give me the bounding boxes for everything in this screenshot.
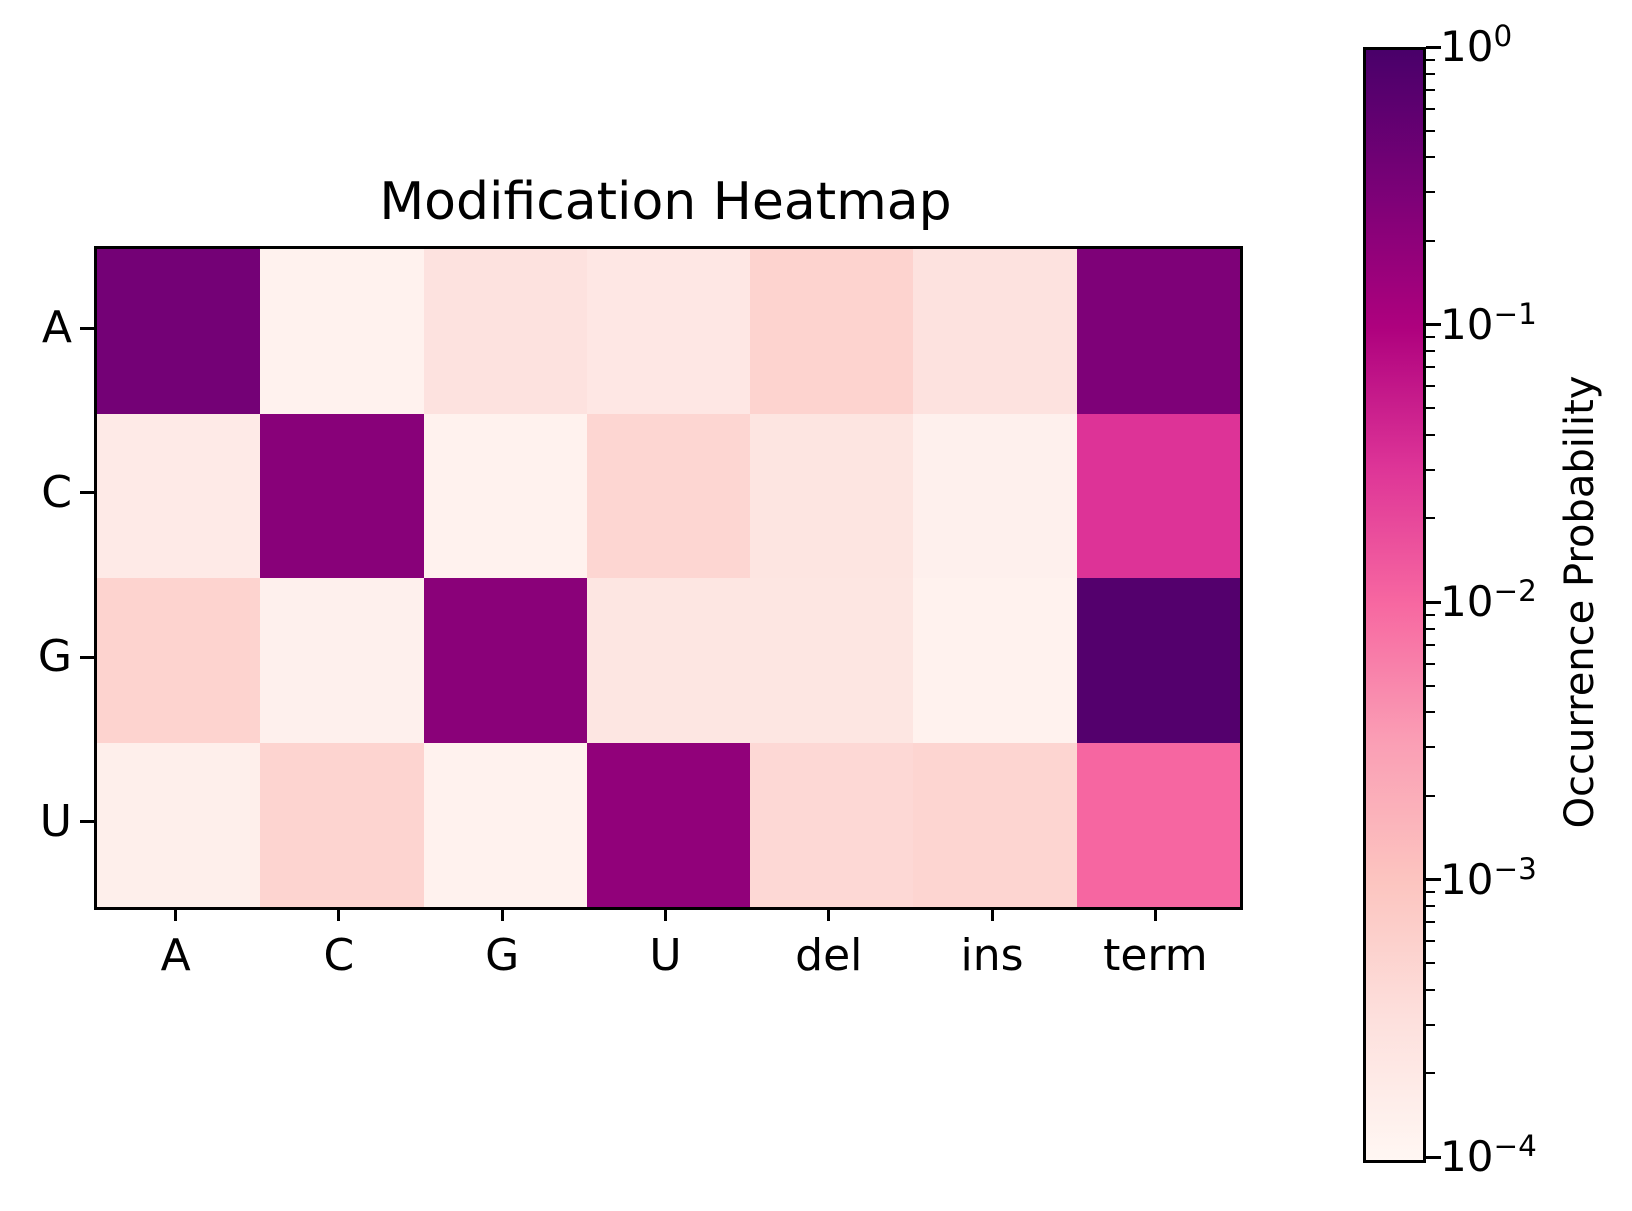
colorbar-minor-tick <box>1426 385 1435 388</box>
colorbar-minor-tick <box>1426 191 1435 194</box>
colorbar-minor-tick <box>1426 627 1435 630</box>
colorbar-minor-tick <box>1426 239 1435 242</box>
heatmap-cell <box>586 413 751 578</box>
heatmap-cell <box>750 249 914 414</box>
colorbar-tick-label: 10−1 <box>1440 296 1537 349</box>
heatmap-cell <box>1076 249 1240 414</box>
y-tick-label: C <box>41 466 72 518</box>
colorbar-minor-tick <box>1426 891 1435 894</box>
colorbar-major-tick <box>1426 600 1441 604</box>
heatmap-cell <box>586 249 751 414</box>
colorbar-major-tick <box>1426 878 1441 881</box>
colorbar-minor-tick <box>1426 129 1435 132</box>
colorbar-minor-tick <box>1426 940 1435 943</box>
y-tick-label: A <box>41 302 72 354</box>
colorbar-minor-tick <box>1426 746 1435 749</box>
x-tick-label: C <box>323 930 355 981</box>
colorbar-major-tick <box>1426 1155 1441 1159</box>
colorbar-minor-tick <box>1426 905 1435 908</box>
heatmap-cell <box>1076 742 1240 907</box>
y-tick-mark <box>80 820 94 824</box>
colorbar-tick-label: 10−4 <box>1440 1129 1537 1181</box>
colorbar-minor-tick <box>1426 921 1435 924</box>
colorbar-minor-tick <box>1426 1023 1435 1026</box>
colorbar-minor-tick <box>1426 962 1435 965</box>
heatmap-cell <box>97 742 261 907</box>
colorbar-minor-tick <box>1426 107 1435 110</box>
heatmap-cell <box>260 578 424 743</box>
heatmap-cell <box>423 578 587 743</box>
colorbar-minor-tick <box>1426 350 1435 353</box>
colorbar-minor-tick <box>1426 468 1435 471</box>
x-tick-mark <box>174 907 178 921</box>
x-tick-label: U <box>649 930 682 981</box>
heatmap-cell <box>423 249 587 414</box>
colorbar-minor-tick <box>1426 613 1435 616</box>
y-tick-mark <box>80 491 94 495</box>
heatmap-cell <box>260 413 424 578</box>
heatmap-cell <box>750 413 914 578</box>
colorbar-minor-tick <box>1426 643 1435 646</box>
heatmap-cell <box>260 742 424 907</box>
y-tick-label: G <box>37 631 72 683</box>
x-tick-label: term <box>1103 930 1208 981</box>
y-tick-mark <box>80 655 94 659</box>
heatmap-cell <box>913 249 1077 414</box>
colorbar-minor-tick <box>1426 407 1435 410</box>
heatmap-cell <box>750 578 914 743</box>
colorbar-minor-tick <box>1426 517 1435 520</box>
heatmap-cell <box>423 742 587 907</box>
colorbar-minor-tick <box>1426 1072 1435 1075</box>
x-tick-label: A <box>160 930 191 981</box>
colorbar-minor-tick <box>1426 684 1435 687</box>
colorbar-minor-tick <box>1426 58 1435 61</box>
heatmap-cell <box>97 578 261 743</box>
x-tick-mark <box>664 907 667 921</box>
heatmap-cell <box>750 742 914 907</box>
heatmap-cell <box>97 249 261 414</box>
heatmap-cell <box>97 413 261 578</box>
heatmap-cell <box>913 578 1077 743</box>
heatmap-cell <box>1076 578 1240 743</box>
heatmap-cell <box>586 742 751 907</box>
heatmap-grid <box>94 246 1243 910</box>
colorbar-major-tick <box>1426 45 1441 49</box>
x-tick-label: ins <box>960 930 1024 981</box>
colorbar-minor-tick <box>1426 711 1435 714</box>
colorbar-minor-tick <box>1426 336 1435 339</box>
heatmap-cell <box>586 578 751 743</box>
x-tick-mark <box>827 907 831 921</box>
colorbar-axis-label: Occurrence Probability <box>1557 375 1603 829</box>
colorbar-tick-label: 100 <box>1440 19 1513 71</box>
y-tick-label: U <box>39 795 72 847</box>
y-tick-mark <box>80 326 94 330</box>
heatmap-cell <box>913 742 1077 907</box>
colorbar-minor-tick <box>1426 662 1435 665</box>
colorbar-gradient <box>1363 47 1426 1163</box>
colorbar-minor-tick <box>1426 433 1435 436</box>
chart-title: Modification Heatmap <box>379 172 952 232</box>
colorbar-minor-tick <box>1426 366 1435 369</box>
colorbar-tick-label: 10−3 <box>1440 851 1537 904</box>
x-tick-label: del <box>795 930 863 981</box>
heatmap-cell <box>423 413 587 578</box>
colorbar-minor-tick <box>1426 72 1435 75</box>
x-tick-mark <box>990 907 994 921</box>
heatmap-cell <box>260 249 424 414</box>
colorbar-major-tick <box>1426 323 1441 326</box>
x-tick-mark <box>337 907 341 921</box>
colorbar-minor-tick <box>1426 988 1435 991</box>
colorbar-minor-tick <box>1426 794 1435 797</box>
x-tick-label: G <box>485 930 520 981</box>
colorbar-tick-label: 10−2 <box>1440 574 1537 626</box>
heatmap-cell <box>1076 413 1240 578</box>
colorbar-minor-tick <box>1426 88 1435 91</box>
colorbar-minor-tick <box>1426 156 1435 159</box>
x-tick-mark <box>1153 907 1157 921</box>
x-tick-mark <box>500 907 504 921</box>
heatmap-cell <box>913 413 1077 578</box>
